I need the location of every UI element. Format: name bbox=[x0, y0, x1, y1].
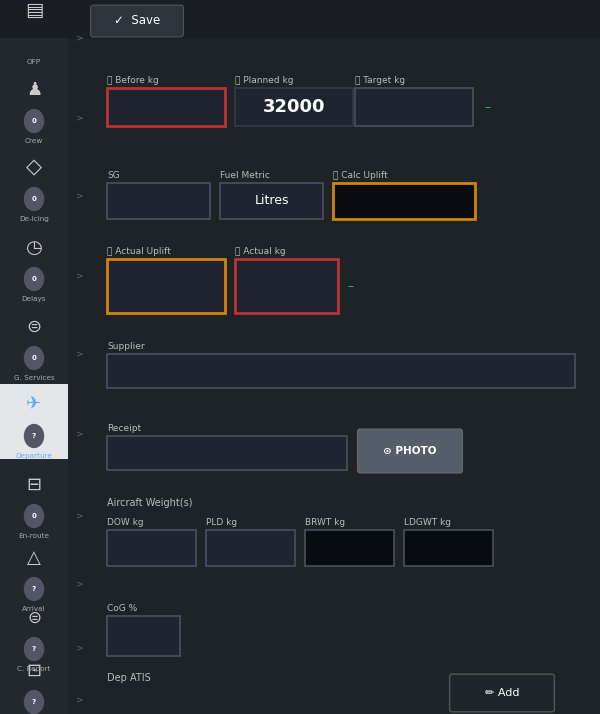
FancyBboxPatch shape bbox=[355, 88, 473, 126]
Text: Crew: Crew bbox=[25, 138, 43, 144]
Text: ?: ? bbox=[32, 433, 36, 439]
Text: ?: ? bbox=[32, 699, 36, 705]
Text: ▤: ▤ bbox=[25, 1, 43, 21]
Text: ⛽ Actual Uplift: ⛽ Actual Uplift bbox=[107, 247, 171, 256]
Text: >: > bbox=[76, 580, 83, 588]
FancyBboxPatch shape bbox=[107, 616, 180, 656]
Text: ?: ? bbox=[32, 586, 36, 592]
Circle shape bbox=[24, 109, 44, 133]
Text: En-route: En-route bbox=[19, 533, 49, 539]
Text: >: > bbox=[76, 114, 83, 123]
Bar bbox=[68, 38, 600, 714]
Circle shape bbox=[24, 346, 44, 370]
FancyBboxPatch shape bbox=[107, 530, 196, 566]
Text: --: -- bbox=[485, 102, 492, 112]
FancyBboxPatch shape bbox=[235, 259, 338, 313]
Text: --: -- bbox=[348, 281, 355, 291]
Circle shape bbox=[24, 577, 44, 601]
Text: SG: SG bbox=[107, 171, 120, 180]
Text: >: > bbox=[76, 349, 83, 358]
Bar bbox=[0, 384, 68, 459]
Text: ⊙ PHOTO: ⊙ PHOTO bbox=[383, 446, 437, 456]
Text: 0: 0 bbox=[32, 118, 37, 124]
Text: ⛽ Calc Uplift: ⛽ Calc Uplift bbox=[333, 171, 388, 180]
Text: Supplier: Supplier bbox=[107, 342, 145, 351]
FancyBboxPatch shape bbox=[358, 429, 463, 473]
Text: ◷: ◷ bbox=[25, 238, 43, 257]
Text: ⊡: ⊡ bbox=[26, 662, 41, 680]
Text: CoG %: CoG % bbox=[107, 604, 137, 613]
Text: >: > bbox=[76, 271, 83, 281]
Text: ⛽ Target kg: ⛽ Target kg bbox=[355, 76, 405, 85]
Circle shape bbox=[24, 267, 44, 291]
Text: ⛽ Actual kg: ⛽ Actual kg bbox=[235, 247, 286, 256]
Text: Aircraft Weight(s): Aircraft Weight(s) bbox=[107, 498, 193, 508]
Text: Dep ATIS: Dep ATIS bbox=[107, 673, 151, 683]
Text: C. Report: C. Report bbox=[17, 666, 51, 672]
Text: ◇: ◇ bbox=[26, 158, 42, 178]
Text: >: > bbox=[76, 511, 83, 521]
Text: ⊟: ⊟ bbox=[26, 476, 41, 494]
FancyBboxPatch shape bbox=[404, 530, 493, 566]
Text: 0: 0 bbox=[32, 276, 37, 282]
Text: DOW kg: DOW kg bbox=[107, 518, 143, 527]
Bar bbox=[0, 0, 68, 714]
Text: Receipt: Receipt bbox=[107, 424, 141, 433]
FancyBboxPatch shape bbox=[107, 436, 347, 470]
Text: ✏ Add: ✏ Add bbox=[485, 688, 519, 698]
Text: G. Services: G. Services bbox=[14, 375, 55, 381]
FancyBboxPatch shape bbox=[107, 259, 225, 313]
Text: OFP: OFP bbox=[27, 59, 41, 65]
Text: Arrival: Arrival bbox=[22, 606, 46, 612]
Text: ⊜: ⊜ bbox=[27, 609, 41, 627]
Text: ✈: ✈ bbox=[26, 396, 41, 414]
Text: BRWT kg: BRWT kg bbox=[305, 518, 345, 527]
Text: Delays: Delays bbox=[22, 296, 46, 302]
Text: ⊜: ⊜ bbox=[26, 318, 41, 336]
FancyBboxPatch shape bbox=[107, 183, 210, 219]
Circle shape bbox=[24, 690, 44, 714]
Text: De-icing: De-icing bbox=[19, 216, 49, 222]
Text: 0: 0 bbox=[32, 355, 37, 361]
Text: >: > bbox=[76, 695, 83, 705]
Text: >: > bbox=[76, 643, 83, 653]
FancyBboxPatch shape bbox=[305, 530, 394, 566]
FancyBboxPatch shape bbox=[91, 5, 184, 37]
FancyBboxPatch shape bbox=[107, 354, 575, 388]
Text: ⛽ Planned kg: ⛽ Planned kg bbox=[235, 76, 293, 85]
Circle shape bbox=[24, 424, 44, 448]
Text: 0: 0 bbox=[32, 513, 37, 519]
FancyBboxPatch shape bbox=[206, 530, 295, 566]
Text: >: > bbox=[76, 430, 83, 438]
Text: ⛽ Before kg: ⛽ Before kg bbox=[107, 76, 159, 85]
Circle shape bbox=[24, 187, 44, 211]
Text: PLD kg: PLD kg bbox=[206, 518, 237, 527]
Bar bbox=[0, 0, 600, 38]
Text: ♟: ♟ bbox=[26, 81, 42, 99]
FancyBboxPatch shape bbox=[449, 674, 554, 712]
Circle shape bbox=[24, 504, 44, 528]
Text: Departure: Departure bbox=[16, 453, 53, 459]
Text: 32000: 32000 bbox=[263, 98, 325, 116]
FancyBboxPatch shape bbox=[107, 88, 225, 126]
Circle shape bbox=[24, 637, 44, 661]
Text: ✓  Save: ✓ Save bbox=[114, 14, 160, 28]
Text: >: > bbox=[76, 34, 83, 43]
FancyBboxPatch shape bbox=[333, 183, 475, 219]
Text: △: △ bbox=[27, 549, 41, 567]
FancyBboxPatch shape bbox=[235, 88, 353, 126]
Text: 0: 0 bbox=[32, 196, 37, 202]
Text: Litres: Litres bbox=[254, 194, 289, 208]
Text: >: > bbox=[76, 191, 83, 201]
Text: Fuel Metric: Fuel Metric bbox=[220, 171, 270, 180]
Text: LDGWT kg: LDGWT kg bbox=[404, 518, 451, 527]
Text: ?: ? bbox=[32, 646, 36, 652]
FancyBboxPatch shape bbox=[220, 183, 323, 219]
